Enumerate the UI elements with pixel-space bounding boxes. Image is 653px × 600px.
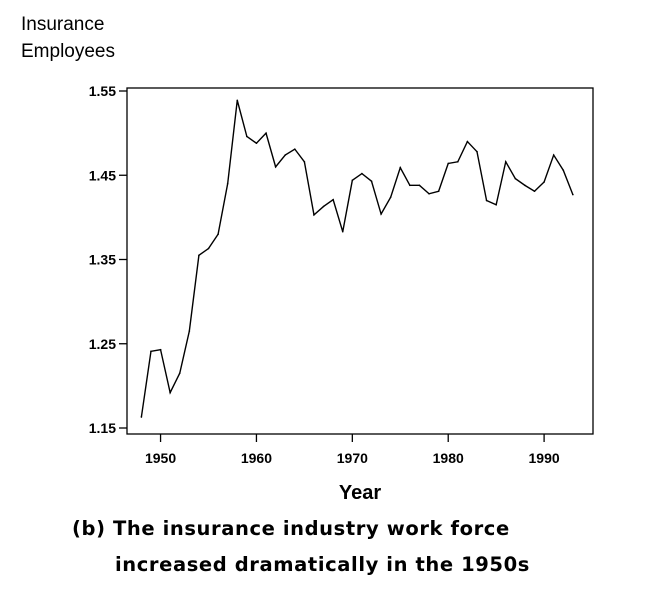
data-point — [466, 140, 469, 143]
data-point — [380, 213, 382, 215]
data-point — [552, 154, 555, 156]
x-tick-label: 1960 — [241, 450, 272, 466]
data-point — [150, 350, 152, 353]
data-point — [226, 182, 229, 185]
data-point — [562, 169, 565, 171]
data-point — [188, 330, 191, 332]
x-tick-label: 1990 — [529, 450, 560, 466]
y-tick-label: 1.15 — [89, 420, 116, 436]
data-point — [370, 180, 373, 182]
data-point — [409, 184, 411, 187]
data-point — [322, 205, 325, 208]
data-point — [159, 348, 162, 351]
data-point — [198, 254, 200, 257]
data-point — [476, 150, 478, 153]
data-point — [418, 184, 421, 187]
plot-frame — [126, 87, 594, 435]
y-tick-label: 1.45 — [89, 167, 116, 183]
data-point — [303, 160, 306, 163]
data-point — [140, 416, 143, 418]
x-tick-label: 1980 — [433, 450, 464, 466]
data-point — [255, 142, 258, 145]
data-point — [572, 193, 574, 196]
data-point — [447, 162, 450, 165]
y-axis-label-line-2: Employees — [21, 41, 115, 62]
data-point — [504, 160, 507, 163]
data-point — [437, 190, 440, 193]
data-point — [246, 135, 248, 138]
y-axis: 1.15 1.25 1.35 1.45 1.55 — [89, 83, 127, 436]
series-line — [140, 100, 574, 418]
data-point — [341, 230, 344, 233]
data-point — [485, 199, 488, 202]
y-tick-label: 1.55 — [89, 83, 116, 99]
data-point — [457, 160, 459, 163]
data-point — [495, 203, 497, 206]
data-point — [428, 192, 430, 195]
y-tick-label: 1.25 — [89, 336, 116, 352]
y-axis-label: Insurance Employees — [21, 14, 115, 62]
data-point — [514, 177, 517, 180]
data-point — [274, 166, 277, 168]
data-point — [543, 181, 545, 183]
data-point — [313, 214, 315, 216]
data-point — [293, 148, 296, 150]
data-point — [389, 196, 392, 198]
data-point — [284, 154, 287, 156]
data-point — [217, 233, 219, 236]
data-point — [236, 99, 239, 102]
data-point — [351, 179, 354, 182]
data-point — [361, 172, 363, 175]
data-point — [265, 132, 267, 134]
x-axis: 1950 1960 1970 1980 1990 — [145, 434, 560, 466]
data-point — [178, 372, 181, 375]
data-point — [169, 391, 171, 394]
data-point — [207, 247, 210, 250]
y-tick-label: 1.35 — [89, 252, 116, 268]
x-tick-label: 1950 — [145, 450, 176, 466]
y-axis-label-line-1: Insurance — [21, 14, 104, 35]
data-point — [533, 190, 536, 193]
caption-line-2: increased dramatically in the 1950s — [115, 553, 530, 576]
data-point — [399, 166, 402, 169]
x-axis-label: Year — [339, 482, 381, 504]
data-point — [332, 198, 334, 201]
data-point — [524, 184, 526, 187]
caption-line-1: (b) The insurance industry work force — [72, 517, 510, 540]
series-group — [140, 99, 574, 418]
x-tick-label: 1970 — [337, 450, 368, 466]
